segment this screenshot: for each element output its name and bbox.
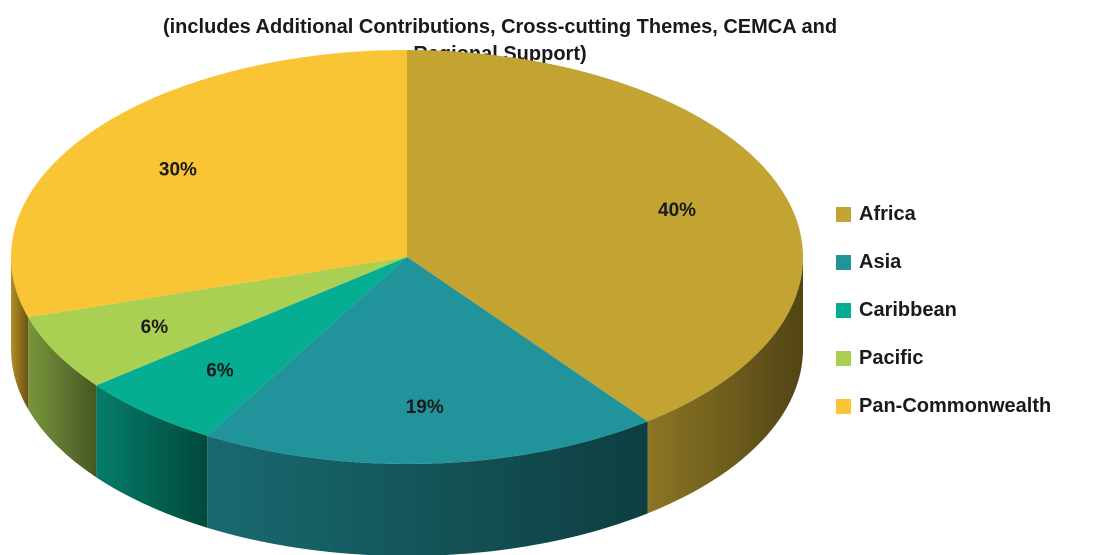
data-label-pacific: 6% xyxy=(141,317,169,338)
legend-swatch-africa xyxy=(836,206,851,222)
chart-legend: Africa Asia Caribbean Pacific Pan-Common… xyxy=(836,190,1051,430)
legend-label-asia: Asia xyxy=(859,250,902,273)
data-label-asia: 19% xyxy=(406,397,444,418)
pie-slice-africa xyxy=(407,50,804,422)
data-label-caribbean: 6% xyxy=(206,361,234,382)
legend-item-pacific: Pacific xyxy=(836,334,1051,382)
pie-slice-pacific xyxy=(28,257,407,386)
pie-slice-caribbean xyxy=(96,257,408,436)
pie-side-caribbean xyxy=(96,385,208,528)
pie-top-faces xyxy=(10,50,804,465)
legend-item-caribbean: Caribbean xyxy=(836,286,1051,334)
pie-sides xyxy=(10,257,803,555)
subtitle-line-1: (includes Additional Contributions, Cros… xyxy=(162,16,838,38)
legend-swatch-pan-commonwealth xyxy=(836,398,851,414)
pie-data-labels: 40% 19% 6% 6% 30% xyxy=(141,159,697,417)
data-label-pan-commonwealth: 30% xyxy=(159,159,197,180)
pie-side-africa xyxy=(647,257,803,514)
pie-side-pacific xyxy=(28,317,97,478)
legend-label-pacific: Pacific xyxy=(859,346,924,369)
legend-item-asia: Asia xyxy=(836,238,1051,286)
data-label-africa: 40% xyxy=(658,200,696,221)
legend-swatch-caribbean xyxy=(836,302,851,318)
legend-item-pan-commonwealth: Pan-Commonwealth xyxy=(836,382,1051,430)
pie-slice-pan-commonwealth xyxy=(10,50,407,318)
legend-item-africa: Africa xyxy=(836,190,1051,238)
legend-label-africa: Africa xyxy=(859,202,916,225)
pie-side-asia xyxy=(207,421,648,555)
pie-side-pan-commonwealth xyxy=(10,257,29,410)
pie-slice-asia xyxy=(207,257,648,465)
legend-swatch-pacific xyxy=(836,350,851,366)
legend-label-pan-commonwealth: Pan-Commonwealth xyxy=(859,394,1052,417)
legend-label-caribbean: Caribbean xyxy=(859,298,957,321)
legend-swatch-asia xyxy=(836,254,851,270)
chart-subtitle: (includes Additional Contributions, Cros… xyxy=(0,14,1000,68)
